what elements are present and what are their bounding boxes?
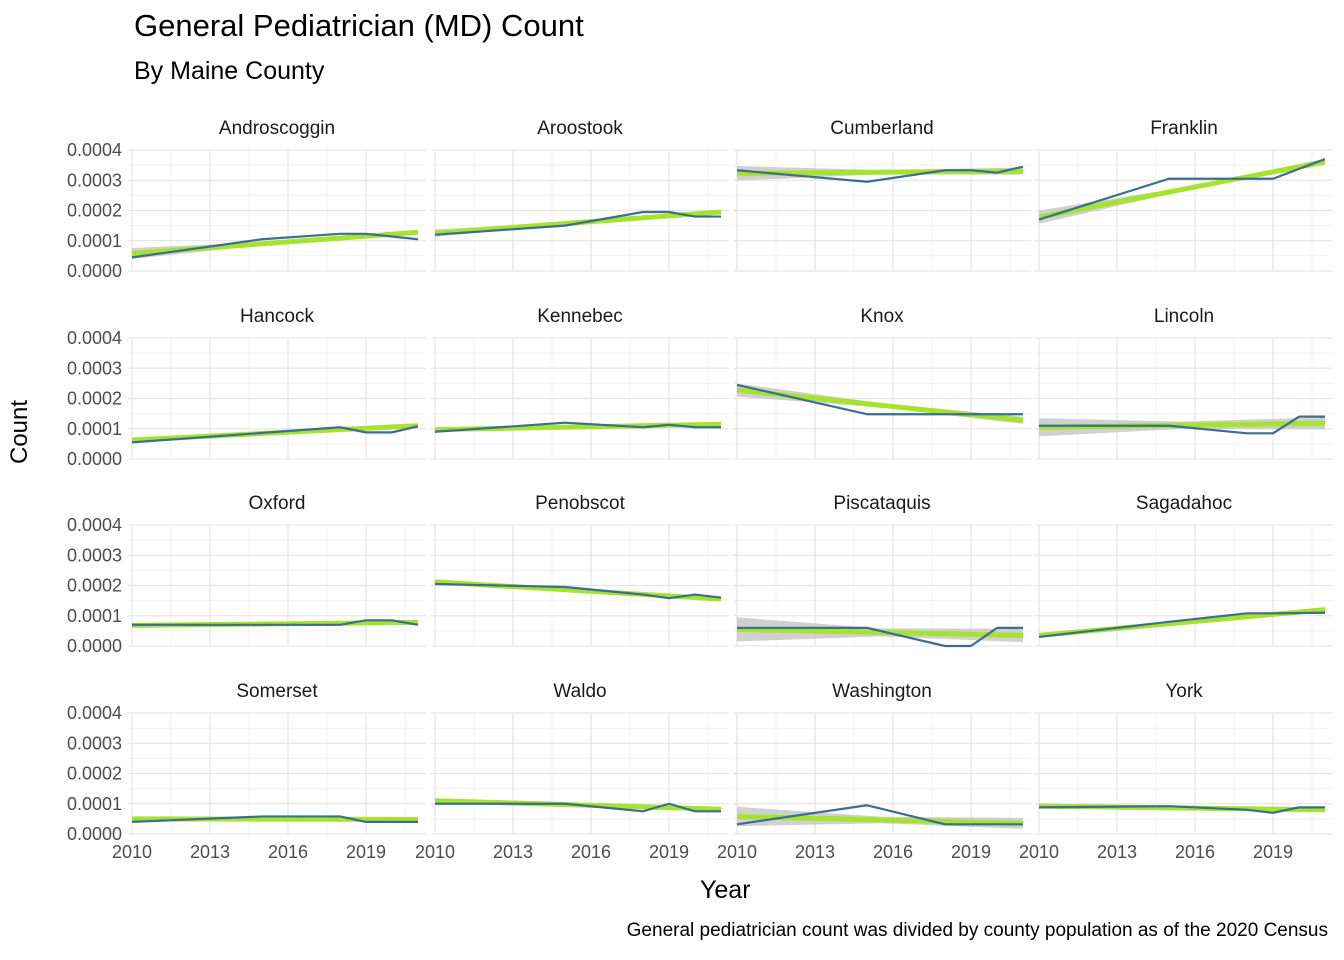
- facet-label-penobscot: Penobscot: [535, 493, 626, 514]
- chart-caption: General pediatrician count was divided b…: [626, 920, 1328, 941]
- trend-line-piscataquis: [736, 626, 1024, 638]
- data-line-hancock: [131, 425, 419, 444]
- facet-label-waldo: Waldo: [553, 681, 606, 702]
- facet-label-washington: Washington: [832, 681, 932, 702]
- y-tick-label: 0.0004: [67, 515, 122, 535]
- chart-subtitle: By Maine County: [134, 57, 325, 85]
- data-line-somerset: [131, 815, 418, 824]
- x-tick-label: 2010: [415, 842, 455, 862]
- x-tick-label: 2019: [346, 842, 386, 862]
- y-tick-label: 0.0003: [67, 358, 122, 378]
- facet-label-androscoggin: Androscoggin: [219, 118, 335, 139]
- data-line-androscoggin: [131, 232, 419, 259]
- facet-label-cumberland: Cumberland: [830, 118, 934, 139]
- facet-label-sagadahoc: Sagadahoc: [1136, 493, 1232, 514]
- y-tick-label: 0.0002: [67, 201, 122, 221]
- y-tick-label: 0.0003: [67, 733, 122, 753]
- x-tick-label: 2016: [571, 842, 611, 862]
- data-line-kennebec: [434, 421, 721, 433]
- facet-label-oxford: Oxford: [248, 493, 305, 514]
- y-tick-label: 0.0000: [67, 449, 122, 469]
- x-tick-label: 2019: [951, 842, 991, 862]
- x-tick-label: 2010: [1019, 842, 1059, 862]
- facet-label-aroostook: Aroostook: [537, 118, 623, 139]
- x-tick-label: 2019: [649, 842, 689, 862]
- trend-line-franklin: [1038, 159, 1326, 220]
- y-tick-label: 0.0001: [67, 231, 122, 251]
- y-tick-label: 0.0001: [67, 419, 122, 439]
- facet-label-york: York: [1165, 681, 1203, 702]
- facet-label-franklin: Franklin: [1150, 118, 1218, 139]
- x-axis-label: Year: [700, 876, 751, 904]
- facet-label-hancock: Hancock: [240, 306, 314, 327]
- y-tick-label: 0.0002: [67, 576, 122, 596]
- data-line-york: [1038, 805, 1325, 814]
- x-tick-label: 2013: [1097, 842, 1137, 862]
- facet-label-piscataquis: Piscataquis: [833, 493, 930, 514]
- x-tick-label: 2016: [268, 842, 308, 862]
- y-tick-label: 0.0000: [67, 824, 122, 844]
- data-line-oxford: [132, 619, 419, 626]
- facet-label-lincoln: Lincoln: [1154, 306, 1214, 327]
- chart-title: General Pediatrician (MD) Count: [134, 8, 584, 43]
- data-line-aroostook: [434, 210, 721, 236]
- y-tick-label: 0.0004: [67, 140, 122, 160]
- y-tick-label: 0.0002: [67, 389, 122, 409]
- y-tick-label: 0.0001: [67, 606, 122, 626]
- x-tick-label: 2010: [112, 842, 152, 862]
- x-tick-label: 2013: [493, 842, 533, 862]
- data-line-washington: [736, 804, 1023, 826]
- data-line-franklin: [1038, 158, 1326, 221]
- y-tick-label: 0.0000: [67, 261, 122, 281]
- data-line-knox: [736, 383, 1023, 416]
- y-tick-label: 0.0003: [67, 545, 122, 565]
- y-tick-label: 0.0004: [67, 328, 122, 348]
- y-tick-label: 0.0002: [67, 764, 122, 784]
- data-line-penobscot: [434, 582, 722, 600]
- x-tick-label: 2013: [795, 842, 835, 862]
- x-tick-label: 2010: [717, 842, 757, 862]
- y-tick-label: 0.0000: [67, 636, 122, 656]
- y-tick-label: 0.0001: [67, 794, 122, 814]
- y-tick-label: 0.0004: [67, 703, 122, 723]
- x-tick-label: 2013: [190, 842, 230, 862]
- facet-label-kennebec: Kennebec: [537, 306, 623, 327]
- facet-label-somerset: Somerset: [236, 681, 318, 702]
- x-tick-label: 2019: [1253, 842, 1293, 862]
- x-tick-label: 2016: [873, 842, 913, 862]
- facet-label-knox: Knox: [860, 306, 904, 327]
- data-line-piscataquis: [737, 626, 1023, 648]
- data-line-waldo: [435, 802, 721, 813]
- x-tick-label: 2016: [1175, 842, 1215, 862]
- data-line-sagadahoc: [1038, 611, 1326, 639]
- y-tick-label: 0.0003: [67, 170, 122, 190]
- data-line-cumberland: [736, 165, 1024, 183]
- data-line-lincoln: [1039, 415, 1325, 435]
